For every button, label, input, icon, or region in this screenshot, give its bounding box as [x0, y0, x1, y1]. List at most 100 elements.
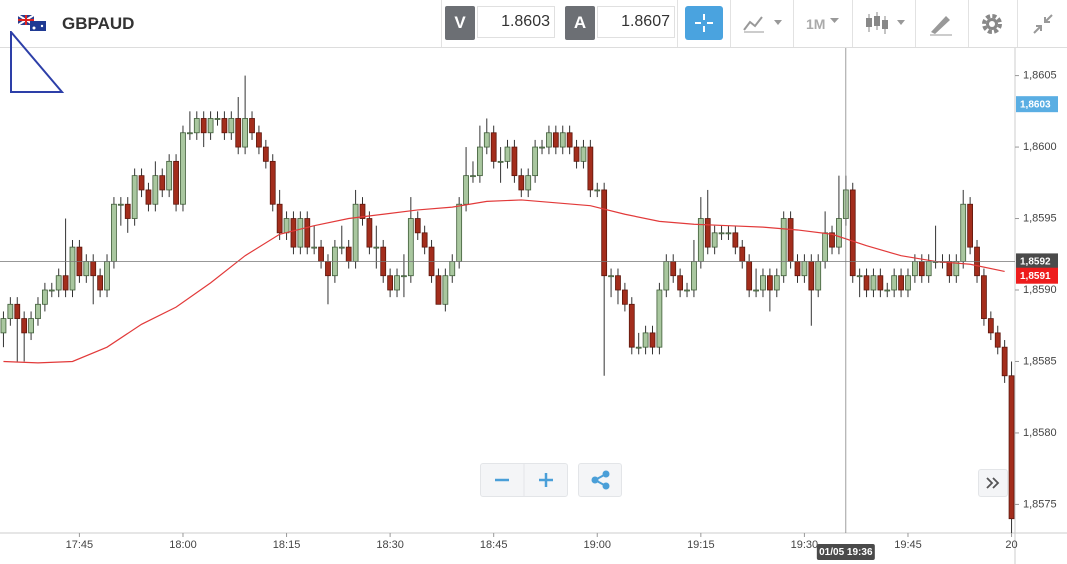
- candle-body: [407, 218, 414, 277]
- candle-body: [677, 275, 684, 291]
- candle-body: [787, 218, 794, 262]
- candle-body: [394, 275, 400, 291]
- candle-body: [476, 146, 483, 177]
- flag-icon: [18, 15, 46, 31]
- candle-body: [780, 218, 787, 277]
- share-button[interactable]: [578, 463, 622, 497]
- y-tick-label: 1,8600: [1023, 141, 1057, 153]
- candle-body: [898, 275, 904, 291]
- timeframe-button[interactable]: 1M: [806, 15, 826, 32]
- x-tick-label: 18:30: [376, 539, 404, 551]
- candle-body: [200, 118, 207, 134]
- candle-body: [911, 261, 918, 277]
- candle-body: [884, 289, 891, 292]
- candle-body: [691, 261, 697, 291]
- candle-body: [504, 146, 511, 162]
- bid-label[interactable]: V: [445, 6, 475, 40]
- candle-body: [117, 203, 124, 206]
- candle-body: [753, 289, 759, 292]
- candle-body: [221, 118, 228, 134]
- candle-body: [14, 303, 21, 319]
- candle-body: [152, 175, 159, 205]
- candle-body: [262, 146, 269, 162]
- candle-body: [656, 289, 663, 348]
- candle-body: [48, 289, 55, 292]
- candle-body: [283, 218, 290, 234]
- candle-body: [276, 203, 283, 234]
- x-tick-label: 18:45: [480, 539, 508, 551]
- candle-body: [773, 275, 780, 291]
- crosshair-button[interactable]: [685, 6, 723, 40]
- collapse-button[interactable]: [1031, 12, 1055, 36]
- scroll-right-button[interactable]: [978, 469, 1008, 497]
- candle-body: [552, 132, 559, 148]
- candle-body: [711, 232, 718, 248]
- candle-body: [981, 275, 987, 319]
- ask-label[interactable]: A: [565, 6, 595, 40]
- candle-body: [214, 118, 221, 120]
- candle-style-button[interactable]: [864, 10, 908, 36]
- candle-body: [145, 189, 152, 205]
- scroll-icon: [986, 477, 1000, 489]
- candle-body: [511, 146, 518, 177]
- candle-body: [131, 175, 138, 219]
- candle-body: [594, 189, 601, 192]
- candle-body: [62, 275, 69, 291]
- candle-body: [628, 303, 635, 348]
- settings-button[interactable]: [980, 12, 1004, 36]
- candle-body: [463, 175, 469, 205]
- chart-type-button[interactable]: [742, 12, 786, 34]
- price-tag-label: 1,8591: [1020, 271, 1051, 282]
- candle-body: [925, 261, 932, 277]
- candle-body: [732, 232, 739, 248]
- candle-body: [256, 132, 262, 148]
- candle-body: [456, 203, 463, 262]
- candle-body: [946, 261, 953, 277]
- candle-body: [580, 146, 587, 162]
- candle-body: [366, 218, 373, 248]
- candle-body: [960, 203, 967, 262]
- y-tick-label: 1,8605: [1023, 69, 1057, 81]
- candle-body: [269, 160, 276, 205]
- price-tag-box: [1016, 267, 1058, 284]
- candle-body: [546, 132, 552, 148]
- candle-body: [539, 146, 545, 149]
- candle-body: [1008, 375, 1015, 520]
- candle-body: [532, 146, 539, 177]
- candle-body: [21, 318, 28, 334]
- candle-body: [235, 118, 242, 148]
- candle-body: [836, 218, 842, 248]
- drawing-triangle[interactable]: [10, 31, 66, 95]
- y-tick-label: 1,8580: [1023, 427, 1057, 439]
- candle-body: [7, 303, 14, 319]
- candle-body: [449, 261, 456, 277]
- candle-body: [987, 318, 994, 334]
- candle-body: [822, 232, 829, 262]
- candle-body: [739, 246, 746, 262]
- candle-body: [642, 332, 649, 348]
- x-tick-label: 19:45: [894, 539, 922, 551]
- candle-body: [401, 275, 407, 278]
- candle-body: [0, 318, 7, 334]
- candle-body: [601, 189, 608, 277]
- candle-body: [704, 218, 711, 248]
- draw-button[interactable]: [928, 12, 954, 36]
- candle-body: [663, 261, 670, 291]
- candle-body: [483, 132, 490, 148]
- crosshair-x-label: 01/05 19:36: [819, 547, 873, 558]
- candle-body: [573, 146, 580, 162]
- ask-price[interactable]: 1.8607: [597, 6, 675, 38]
- y-tick-label: 1,8575: [1023, 498, 1057, 510]
- bid-price[interactable]: 1.8603: [477, 6, 555, 38]
- candle-body: [338, 246, 345, 249]
- crosshair-y-label-box: [1016, 253, 1058, 270]
- x-tick-label: 20: [1005, 539, 1017, 551]
- zoom-icons[interactable]: [481, 464, 567, 496]
- candle-body: [856, 275, 863, 278]
- x-tick-label: 17:45: [66, 539, 94, 551]
- y-tick-label: 1,8585: [1023, 355, 1057, 367]
- candle-body: [138, 175, 145, 191]
- candle-body: [905, 275, 911, 291]
- price-tag-box: [1016, 96, 1058, 113]
